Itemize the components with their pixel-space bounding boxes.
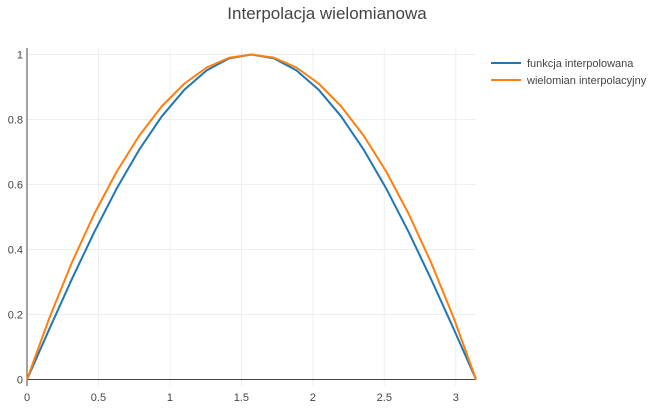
legend-label: funkcja interpolowana [527, 58, 634, 70]
x-tick-label: 2.5 [377, 392, 392, 404]
x-tick-label: 2 [310, 392, 316, 404]
chart-title: Interpolacja wielomianowa [227, 4, 427, 23]
x-tick-label: 0 [24, 392, 30, 404]
x-tick-label: 1.5 [234, 392, 249, 404]
legend-item-2[interactable]: wielomian interpolacyjny [491, 75, 647, 87]
series-line-1 [26, 53, 477, 380]
y-tick-label: 0.6 [8, 180, 23, 192]
legend-label: wielomian interpolacyjny [526, 75, 647, 87]
y-tick-label: 0.2 [8, 310, 23, 322]
tick-labels: 0 0.5 1 1.5 2 2.5 3 0 0.2 0.4 0.6 0.8 1 [8, 50, 459, 405]
grid [27, 48, 476, 386]
x-tick-label: 1 [167, 392, 173, 404]
y-tick-label: 0.4 [8, 245, 23, 257]
legend-item-1[interactable]: funkcja interpolowana [491, 58, 634, 70]
x-tick-label: 3 [453, 392, 459, 404]
y-tick-label: 0 [17, 375, 23, 387]
y-tick-label: 0.8 [8, 115, 23, 127]
y-tick-label: 1 [17, 50, 23, 62]
series-lines [26, 53, 477, 380]
x-tick-label: 0.5 [91, 392, 106, 404]
series-line-2 [26, 53, 477, 380]
legend[interactable]: funkcja interpolowana wielomian interpola… [491, 58, 647, 87]
